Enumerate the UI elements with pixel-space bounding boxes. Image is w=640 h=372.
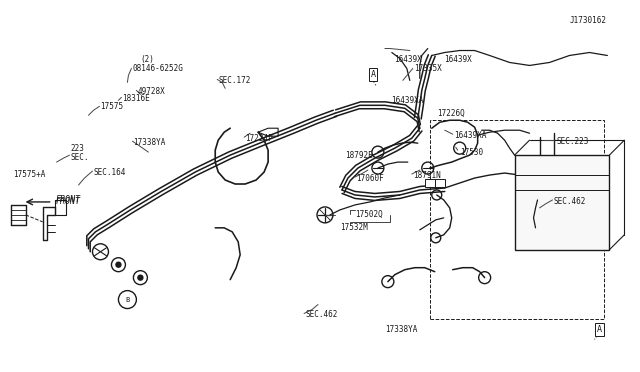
Text: 17226Q: 17226Q [436,109,465,118]
Text: FRONT: FRONT [56,195,81,205]
Text: (2): (2) [140,55,154,64]
Text: 16439X: 16439X [394,55,422,64]
Text: 223: 223 [70,144,84,153]
Text: 17532M: 17532M [340,223,368,232]
FancyBboxPatch shape [435,179,445,187]
Text: FRONT: FRONT [56,198,81,206]
Text: SEC.: SEC. [70,153,89,161]
Text: SEC.223: SEC.223 [557,137,589,146]
FancyBboxPatch shape [430,120,604,320]
Text: 18791N: 18791N [413,170,440,180]
Text: A: A [597,325,602,334]
Text: 16439XA: 16439XA [391,96,423,105]
Text: J1730162: J1730162 [570,16,607,25]
Text: 16439XA: 16439XA [454,131,486,140]
FancyBboxPatch shape [515,155,609,250]
Text: 17575: 17575 [100,102,124,111]
Circle shape [138,275,143,280]
FancyBboxPatch shape [425,179,435,187]
Text: 17338YA: 17338YA [133,138,166,147]
Text: 17530: 17530 [460,148,483,157]
Text: 17338YA: 17338YA [385,325,417,334]
Text: 18792E: 18792E [345,151,372,160]
Text: 17502Q: 17502Q [355,211,383,219]
Text: 49728X: 49728X [138,87,165,96]
Text: 18316E: 18316E [122,94,150,103]
Text: SEC.462: SEC.462 [554,198,586,206]
Text: 08146-6252G: 08146-6252G [132,64,183,73]
Text: A: A [371,70,376,79]
Text: SEC.164: SEC.164 [93,167,126,177]
Text: 17335X: 17335X [414,64,442,73]
Text: 17060F: 17060F [356,173,383,183]
Text: 17575+A: 17575+A [13,170,45,179]
Text: SEC.462: SEC.462 [305,310,337,319]
Text: B: B [125,296,129,302]
Text: 16439X: 16439X [444,55,472,64]
Circle shape [116,262,121,267]
Text: 17224P: 17224P [245,134,273,143]
Text: SEC.172: SEC.172 [218,76,251,85]
